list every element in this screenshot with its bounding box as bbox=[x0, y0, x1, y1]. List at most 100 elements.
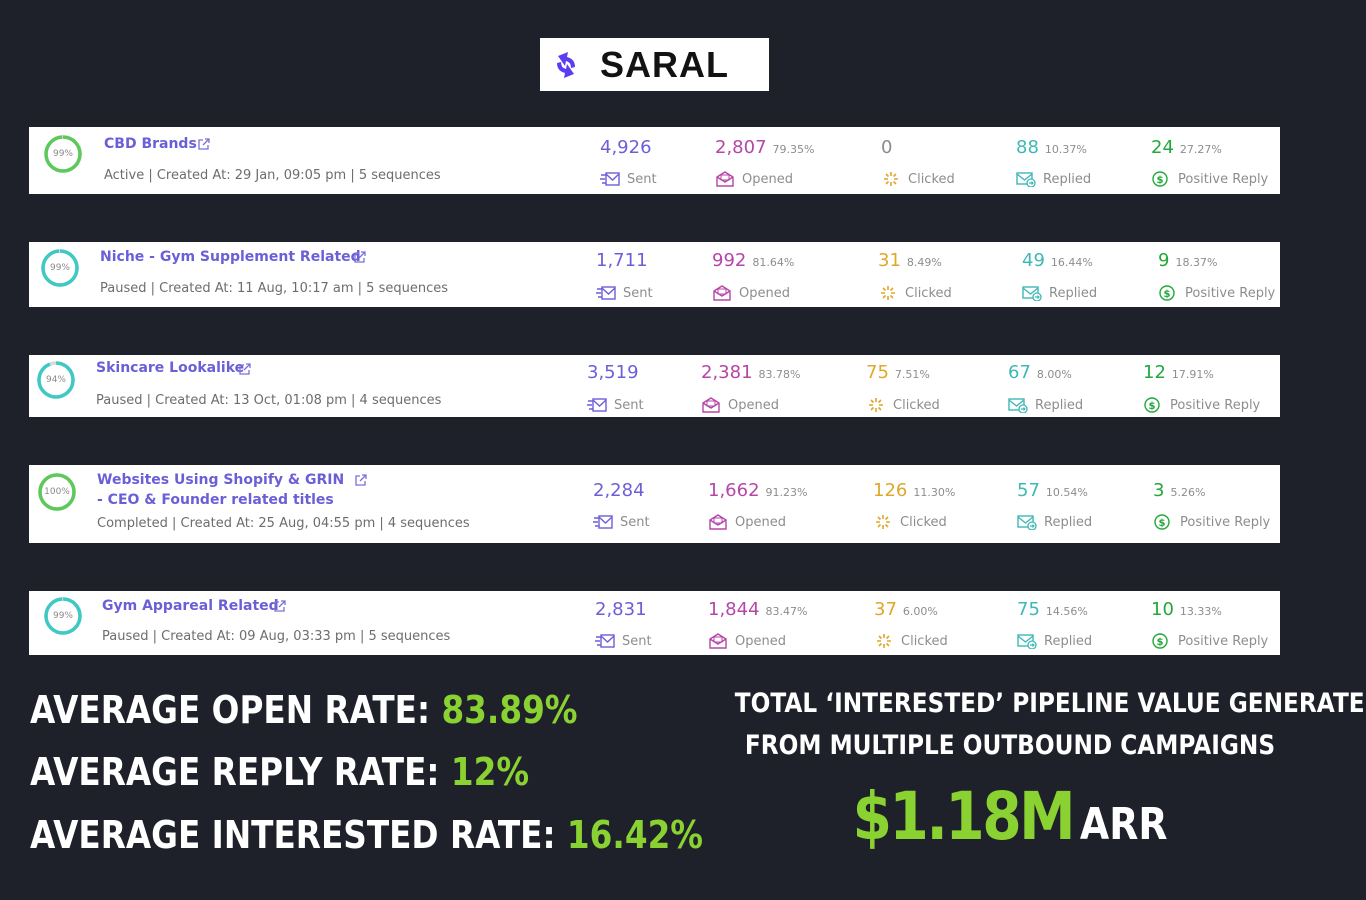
positive-count: 3 5.26% bbox=[1153, 480, 1206, 501]
progress-ring: 99% bbox=[43, 134, 83, 174]
campaign-title[interactable]: CBD Brands bbox=[104, 136, 197, 152]
sent-icon bbox=[595, 634, 615, 648]
progress-label: 99% bbox=[49, 263, 70, 273]
envelope-open-icon bbox=[709, 514, 727, 530]
campaign-card[interactable]: 100% Websites Using Shopify & GRIN - CEO… bbox=[29, 465, 1280, 543]
sent-count: 3,519 bbox=[587, 362, 639, 383]
reply-mail-icon bbox=[1017, 634, 1037, 649]
external-link-icon[interactable] bbox=[238, 363, 251, 376]
clicked-label: Clicked bbox=[878, 285, 952, 301]
clicked-label: Clicked bbox=[866, 397, 940, 413]
clicked-label: Clicked bbox=[874, 633, 948, 649]
replied-label: Replied bbox=[1017, 633, 1092, 649]
clicked-count: 126 11.30% bbox=[873, 480, 956, 501]
dollar-circle-icon: $ bbox=[1144, 397, 1160, 413]
opened-count: 2,381 83.78% bbox=[701, 362, 801, 383]
opened-label: Opened bbox=[715, 171, 793, 187]
svg-text:$: $ bbox=[1164, 289, 1171, 300]
campaign-meta: Paused | Created At: 09 Aug, 03:33 pm | … bbox=[102, 629, 451, 644]
progress-ring: 99% bbox=[40, 248, 80, 288]
reply-mail-icon bbox=[1017, 515, 1037, 530]
campaign-card[interactable]: 94% Skincare Lookalike Paused | Created … bbox=[29, 355, 1280, 417]
replied-count: 75 14.56% bbox=[1017, 599, 1088, 620]
sent-label: Sent bbox=[593, 514, 650, 530]
replied-label: Replied bbox=[1016, 171, 1091, 187]
progress-label: 94% bbox=[45, 375, 66, 385]
click-burst-icon bbox=[884, 172, 898, 186]
sent-icon bbox=[596, 286, 616, 300]
external-link-icon[interactable] bbox=[353, 251, 366, 264]
dollar-circle-icon: $ bbox=[1152, 171, 1168, 187]
sent-count: 2,284 bbox=[593, 480, 645, 501]
pipeline-unit: ARR bbox=[1079, 799, 1168, 850]
clicked-label: Clicked bbox=[881, 171, 955, 187]
clicked-count: 37 6.00% bbox=[874, 599, 938, 620]
campaign-title[interactable]: Skincare Lookalike bbox=[96, 360, 245, 376]
brand-name: SARAL bbox=[600, 44, 729, 85]
replied-count: 88 10.37% bbox=[1016, 137, 1087, 158]
replied-count: 49 16.44% bbox=[1022, 250, 1093, 271]
sent-label: Sent bbox=[600, 171, 657, 187]
svg-text:$: $ bbox=[1149, 401, 1156, 412]
positive-count: 24 27.27% bbox=[1151, 137, 1222, 158]
dollar-circle-icon: $ bbox=[1159, 285, 1175, 301]
envelope-open-icon bbox=[702, 397, 720, 413]
pipeline-amount: $1.18M bbox=[852, 778, 1075, 855]
svg-text:$: $ bbox=[1159, 518, 1166, 529]
clicked-count: 0 bbox=[881, 137, 893, 158]
external-link-icon[interactable] bbox=[197, 138, 210, 151]
campaign-title[interactable]: Gym Appareal Related bbox=[102, 598, 279, 614]
envelope-open-icon bbox=[716, 171, 734, 187]
positive-count: 12 17.91% bbox=[1143, 362, 1214, 383]
average-open-rate: AVERAGE OPEN RATE: 83.89% bbox=[30, 688, 578, 732]
svg-text:$: $ bbox=[1157, 175, 1164, 186]
campaign-card[interactable]: 99% Niche - Gym Supplement Related Pause… bbox=[29, 242, 1280, 307]
progress-label: 99% bbox=[52, 149, 73, 159]
sent-label: Sent bbox=[595, 633, 652, 649]
campaign-card[interactable]: 99% Gym Appareal Related Paused | Create… bbox=[29, 591, 1280, 655]
external-link-icon[interactable] bbox=[273, 600, 286, 613]
envelope-open-icon bbox=[713, 285, 731, 301]
clicked-count: 75 7.51% bbox=[866, 362, 930, 383]
opened-count: 1,662 91.23% bbox=[708, 480, 808, 501]
saral-logo-icon bbox=[557, 52, 575, 78]
click-burst-icon bbox=[876, 515, 890, 529]
sent-label: Sent bbox=[587, 397, 644, 413]
reply-mail-icon bbox=[1022, 286, 1042, 301]
sent-icon bbox=[600, 172, 620, 186]
campaign-meta: Paused | Created At: 11 Aug, 10:17 am | … bbox=[100, 281, 448, 296]
campaign-title[interactable]: Niche - Gym Supplement Related bbox=[100, 249, 361, 265]
replied-count: 57 10.54% bbox=[1017, 480, 1088, 501]
dollar-circle-icon: $ bbox=[1154, 514, 1170, 530]
positive-label: $ Positive Reply bbox=[1158, 285, 1275, 301]
progress-ring: 100% bbox=[37, 472, 77, 512]
dollar-circle-icon: $ bbox=[1152, 633, 1168, 649]
pipeline-heading-line2: FROM MULTIPLE OUTBOUND CAMPAIGNS bbox=[744, 730, 1276, 761]
progress-ring: 99% bbox=[43, 596, 83, 636]
pipeline-value: $1.18M ARR bbox=[735, 778, 1285, 855]
replied-label: Replied bbox=[1017, 514, 1092, 530]
replied-count: 67 8.00% bbox=[1008, 362, 1072, 383]
positive-label: $ Positive Reply bbox=[1151, 633, 1268, 649]
opened-count: 2,807 79.35% bbox=[715, 137, 815, 158]
opened-label: Opened bbox=[712, 285, 790, 301]
sent-count: 4,926 bbox=[600, 137, 652, 158]
click-burst-icon bbox=[869, 398, 883, 412]
campaign-meta: Paused | Created At: 13 Oct, 01:08 pm | … bbox=[96, 393, 442, 408]
sent-label: Sent bbox=[596, 285, 653, 301]
opened-count: 992 81.64% bbox=[712, 250, 795, 271]
sent-icon bbox=[587, 398, 607, 412]
average-interested-rate: AVERAGE INTERESTED RATE: 16.42% bbox=[30, 813, 704, 857]
campaign-card[interactable]: 99% CBD Brands Active | Created At: 29 J… bbox=[29, 127, 1280, 194]
sent-count: 1,711 bbox=[596, 250, 648, 271]
campaign-title[interactable]: Websites Using Shopify & GRIN - CEO & Fo… bbox=[97, 472, 345, 508]
saral-logo: SARAL bbox=[540, 38, 769, 91]
sent-count: 2,831 bbox=[595, 599, 647, 620]
opened-label: Opened bbox=[708, 633, 786, 649]
progress-label: 100% bbox=[44, 487, 70, 497]
reply-mail-icon bbox=[1008, 398, 1028, 413]
click-burst-icon bbox=[881, 286, 895, 300]
progress-ring: 94% bbox=[36, 360, 76, 400]
positive-count: 10 13.33% bbox=[1151, 599, 1222, 620]
external-link-icon[interactable] bbox=[354, 474, 367, 487]
